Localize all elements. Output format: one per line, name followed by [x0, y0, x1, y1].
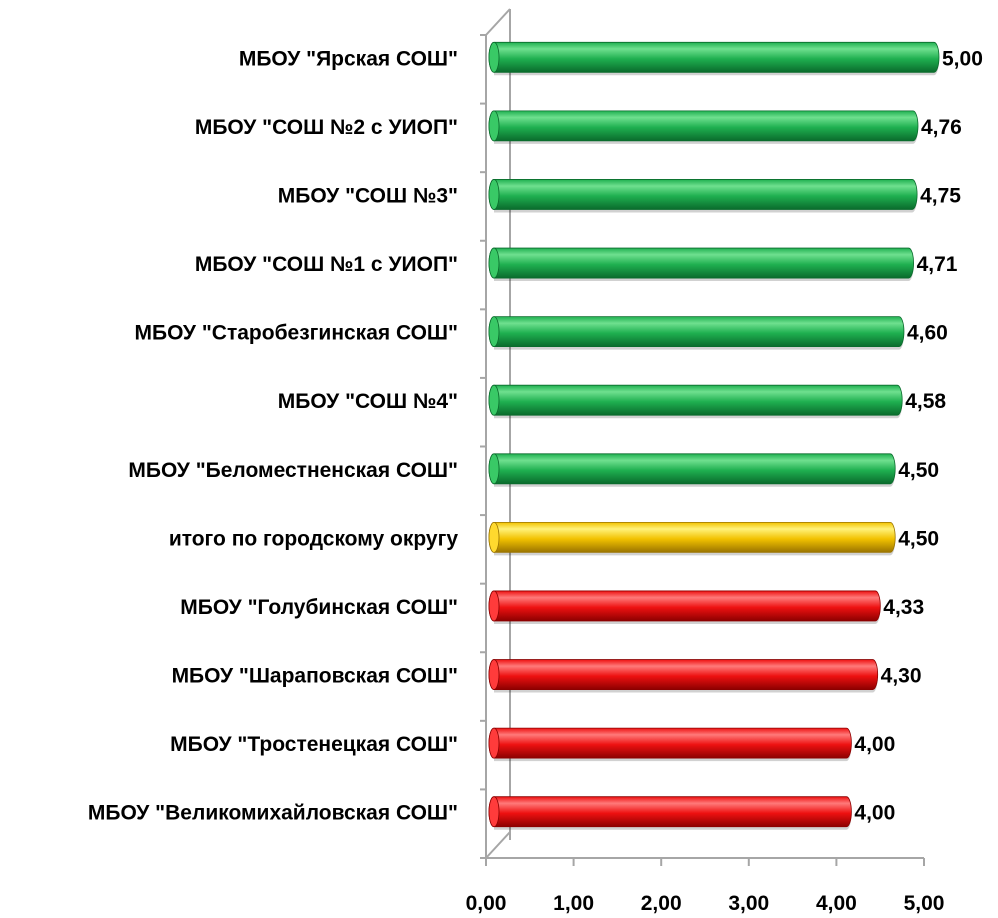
x-tick-label: 3,00 — [728, 892, 769, 915]
bar — [488, 521, 896, 553]
x-tick-label: 5,00 — [904, 892, 945, 915]
data-label: 4,00 — [854, 802, 895, 825]
data-label: 4,00 — [854, 733, 895, 756]
bar-green — [488, 247, 914, 282]
category-label: МБОУ "Голубинская СОШ" — [180, 596, 458, 619]
data-label: 4,75 — [920, 184, 961, 207]
data-label: 4,58 — [905, 390, 946, 413]
labels: 0,00 1,00 2,00 3,00 4,00 5,00 5,00 МБОУ "Ярская… — [88, 47, 983, 915]
bar-cap — [488, 247, 500, 279]
x-tick-label: 0,00 — [466, 892, 507, 915]
data-label: 4,30 — [881, 665, 922, 688]
axis-bottom-diagonal — [485, 831, 511, 859]
bar-green — [488, 316, 905, 350]
bar-green — [488, 41, 940, 76]
bar-cap — [488, 316, 500, 348]
bar — [488, 796, 852, 828]
bar-red — [488, 590, 881, 624]
bar — [488, 659, 879, 690]
bar-cap — [488, 110, 500, 142]
bar — [488, 727, 852, 759]
category-label: МБОУ "Тростенецкая СОШ" — [170, 733, 458, 756]
category-label: МБОУ "СОШ №4" — [278, 390, 458, 413]
bar-cap — [488, 521, 500, 553]
bar — [488, 41, 940, 73]
data-label: 4,71 — [917, 253, 958, 276]
bar-cap — [488, 796, 500, 828]
data-label: 4,33 — [883, 596, 924, 619]
bar-green — [488, 384, 903, 419]
category-label: МБОУ "СОШ №1 с УИОП" — [195, 253, 458, 276]
data-label: 4,60 — [907, 322, 948, 345]
bar-green — [488, 110, 919, 144]
bar — [488, 316, 905, 348]
bar-cap — [488, 179, 500, 210]
bars — [488, 41, 940, 830]
bar-red — [488, 796, 852, 830]
data-label: 5,00 — [942, 47, 983, 70]
category-label: МБОУ "Шараповская СОШ" — [172, 665, 458, 688]
bar-cap — [488, 727, 500, 759]
x-tick-label: 1,00 — [553, 892, 594, 915]
axis-top-diagonal — [485, 8, 511, 36]
category-label: итого по городскому округу — [169, 527, 459, 550]
bar-cap — [488, 384, 500, 416]
category-label: МБОУ "СОШ №3" — [278, 184, 458, 207]
data-label: 4,76 — [921, 116, 962, 139]
bar-green — [488, 453, 896, 487]
bar-cap — [488, 453, 500, 485]
category-label: МБОУ "СОШ №2 с УИОП" — [195, 116, 458, 139]
bar — [488, 247, 914, 279]
category-label: МБОУ "Ярская СОШ" — [239, 47, 458, 70]
bar — [488, 110, 919, 142]
category-label: МБОУ "Старобезгинская СОШ" — [135, 322, 458, 345]
axes — [480, 8, 925, 866]
bar — [488, 453, 896, 485]
bar-green — [488, 179, 918, 213]
x-tick-label: 2,00 — [641, 892, 682, 915]
bar-cap — [488, 590, 500, 622]
bar-red — [488, 659, 879, 693]
bar-red — [488, 727, 852, 762]
x-tick-label: 4,00 — [816, 892, 857, 915]
category-label: МБОУ "Беломестненская СОШ" — [128, 459, 458, 482]
bar — [488, 384, 903, 416]
data-label: 4,50 — [898, 459, 939, 482]
category-label: МБОУ "Великомихайловская СОШ" — [88, 802, 458, 825]
data-label: 4,50 — [898, 527, 939, 550]
bar — [488, 179, 918, 210]
bar-cap — [488, 41, 500, 73]
bar-yellow — [488, 521, 896, 556]
bar — [488, 590, 881, 622]
bar-cap — [488, 659, 500, 690]
